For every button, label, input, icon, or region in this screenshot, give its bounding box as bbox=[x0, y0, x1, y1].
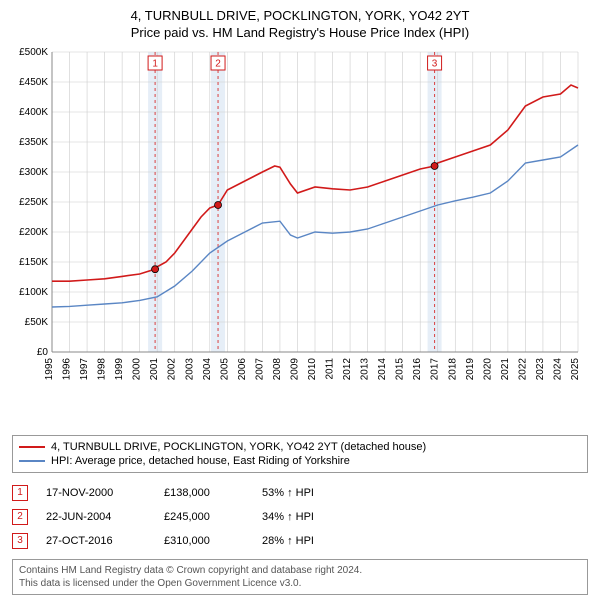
svg-text:2003: 2003 bbox=[184, 357, 195, 380]
chart-svg: £0 £50K £100K £150K £200K £250K £300K £350K £400… bbox=[12, 48, 588, 388]
sale-number-box: 2 bbox=[12, 509, 28, 525]
svg-text:1998: 1998 bbox=[97, 357, 108, 380]
svg-text:2008: 2008 bbox=[272, 357, 283, 380]
svg-text:1995: 1995 bbox=[44, 357, 55, 380]
svg-text:2015: 2015 bbox=[395, 357, 406, 380]
sale-date: 27-OCT-2016 bbox=[46, 535, 146, 547]
svg-text:1996: 1996 bbox=[62, 357, 73, 380]
sale-price: £310,000 bbox=[164, 535, 244, 547]
svg-text:1997: 1997 bbox=[79, 357, 90, 380]
svg-text:2023: 2023 bbox=[535, 357, 546, 380]
svg-text:3: 3 bbox=[432, 58, 438, 69]
sale-row: 3 27-OCT-2016 £310,000 28% ↑ HPI bbox=[12, 529, 588, 553]
svg-text:2005: 2005 bbox=[219, 357, 230, 380]
svg-text:£100K: £100K bbox=[19, 287, 48, 298]
svg-text:£50K: £50K bbox=[25, 317, 49, 328]
svg-text:2022: 2022 bbox=[517, 357, 528, 380]
svg-text:2004: 2004 bbox=[202, 357, 213, 380]
legend-item: HPI: Average price, detached house, East… bbox=[19, 454, 581, 468]
sale-date: 22-JUN-2004 bbox=[46, 511, 146, 523]
svg-text:1: 1 bbox=[152, 58, 158, 69]
svg-text:£0: £0 bbox=[37, 347, 49, 358]
svg-text:£200K: £200K bbox=[19, 227, 48, 238]
sale-pct: 28% ↑ HPI bbox=[262, 535, 314, 547]
svg-text:2012: 2012 bbox=[342, 357, 353, 380]
svg-text:£300K: £300K bbox=[19, 167, 48, 178]
svg-text:2025: 2025 bbox=[570, 357, 581, 380]
svg-text:2018: 2018 bbox=[447, 357, 458, 380]
footer: Contains HM Land Registry data © Crown c… bbox=[12, 559, 588, 595]
footer-line-2: This data is licensed under the Open Gov… bbox=[19, 577, 581, 590]
svg-text:2010: 2010 bbox=[307, 357, 318, 380]
svg-text:2014: 2014 bbox=[377, 357, 388, 380]
svg-text:2020: 2020 bbox=[482, 357, 493, 380]
chart-container: 4, TURNBULL DRIVE, POCKLINGTON, YORK, YO… bbox=[0, 0, 600, 590]
sale-price: £245,000 bbox=[164, 511, 244, 523]
svg-text:2021: 2021 bbox=[500, 357, 511, 380]
sale-row: 1 17-NOV-2000 £138,000 53% ↑ HPI bbox=[12, 481, 588, 505]
svg-text:2007: 2007 bbox=[254, 357, 265, 380]
svg-text:2024: 2024 bbox=[552, 357, 563, 380]
svg-text:£150K: £150K bbox=[19, 257, 48, 268]
svg-text:2019: 2019 bbox=[465, 357, 476, 380]
svg-text:2: 2 bbox=[215, 58, 221, 69]
svg-text:£350K: £350K bbox=[19, 137, 48, 148]
svg-text:2016: 2016 bbox=[412, 357, 423, 380]
legend-label: 4, TURNBULL DRIVE, POCKLINGTON, YORK, YO… bbox=[51, 441, 426, 453]
sale-number-box: 3 bbox=[12, 533, 28, 549]
svg-text:2002: 2002 bbox=[167, 357, 178, 380]
svg-text:2011: 2011 bbox=[325, 357, 336, 379]
title-line-2: Price paid vs. HM Land Registry's House … bbox=[12, 25, 588, 42]
legend: 4, TURNBULL DRIVE, POCKLINGTON, YORK, YO… bbox=[12, 435, 588, 473]
sale-pct: 34% ↑ HPI bbox=[262, 511, 314, 523]
svg-text:2001: 2001 bbox=[149, 357, 160, 380]
svg-text:£250K: £250K bbox=[19, 197, 48, 208]
svg-text:2000: 2000 bbox=[132, 357, 143, 380]
svg-text:£450K: £450K bbox=[19, 77, 48, 88]
legend-label: HPI: Average price, detached house, East… bbox=[51, 455, 350, 467]
chart-area: £0 £50K £100K £150K £200K £250K £300K £350K £400… bbox=[12, 48, 588, 393]
sale-number-box: 1 bbox=[12, 485, 28, 501]
sale-date: 17-NOV-2000 bbox=[46, 487, 146, 499]
svg-text:1999: 1999 bbox=[114, 357, 125, 380]
sale-row: 2 22-JUN-2004 £245,000 34% ↑ HPI bbox=[12, 505, 588, 529]
svg-text:2009: 2009 bbox=[289, 357, 300, 380]
svg-text:2017: 2017 bbox=[430, 357, 441, 380]
sale-price: £138,000 bbox=[164, 487, 244, 499]
legend-swatch bbox=[19, 460, 45, 462]
chart-title: 4, TURNBULL DRIVE, POCKLINGTON, YORK, YO… bbox=[12, 8, 588, 42]
sale-pct: 53% ↑ HPI bbox=[262, 487, 314, 499]
svg-text:2006: 2006 bbox=[237, 357, 248, 380]
svg-text:£400K: £400K bbox=[19, 107, 48, 118]
title-line-1: 4, TURNBULL DRIVE, POCKLINGTON, YORK, YO… bbox=[12, 8, 588, 25]
svg-text:£500K: £500K bbox=[19, 48, 48, 58]
sales-table: 1 17-NOV-2000 £138,000 53% ↑ HPI 2 22-JUN-200… bbox=[12, 481, 588, 553]
legend-swatch bbox=[19, 446, 45, 448]
footer-line-1: Contains HM Land Registry data © Crown c… bbox=[19, 564, 581, 577]
svg-text:2013: 2013 bbox=[360, 357, 371, 380]
legend-item: 4, TURNBULL DRIVE, POCKLINGTON, YORK, YO… bbox=[19, 440, 581, 454]
